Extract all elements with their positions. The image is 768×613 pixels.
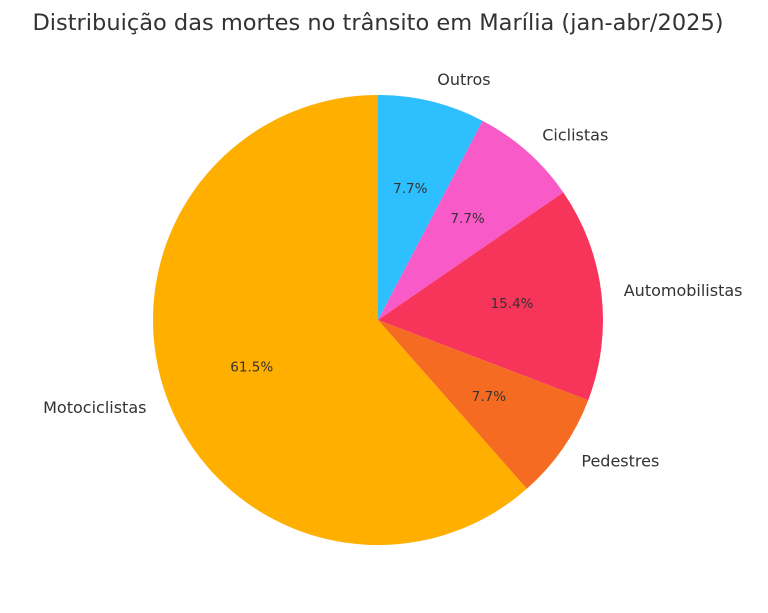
pct-label-outros: 7.7% bbox=[393, 181, 427, 197]
pie-slice-pedestres bbox=[378, 320, 589, 489]
pct-label-pedestres: 7.7% bbox=[472, 389, 506, 405]
pie-slices bbox=[152, 95, 603, 545]
chart-title: Distribuição das mortes no trânsito em M… bbox=[32, 10, 723, 36]
pie-slice-automobilistas bbox=[378, 192, 603, 401]
category-label-motociclistas: Motociclistas bbox=[43, 398, 146, 417]
pie-slice-outros bbox=[378, 95, 483, 320]
pie-slice-motociclistas bbox=[152, 95, 527, 545]
category-label-outros: Outros bbox=[437, 70, 490, 89]
pct-label-ciclistas: 7.7% bbox=[450, 211, 484, 227]
pct-label-motociclistas: 61.5% bbox=[230, 360, 273, 376]
category-label-automobilistas: Automobilistas bbox=[624, 281, 743, 300]
pie-category-labels: Outros Ciclistas Automobilistas Pedestres Mo… bbox=[43, 70, 742, 470]
pie-slice-ciclistas bbox=[378, 120, 564, 320]
category-label-ciclistas: Ciclistas bbox=[542, 125, 608, 144]
pie-percent-labels: 7.7% 7.7% 15.4% 7.7% 61.5% bbox=[230, 181, 533, 405]
category-label-pedestres: Pedestres bbox=[581, 452, 659, 471]
pct-label-automobilistas: 15.4% bbox=[491, 296, 534, 312]
